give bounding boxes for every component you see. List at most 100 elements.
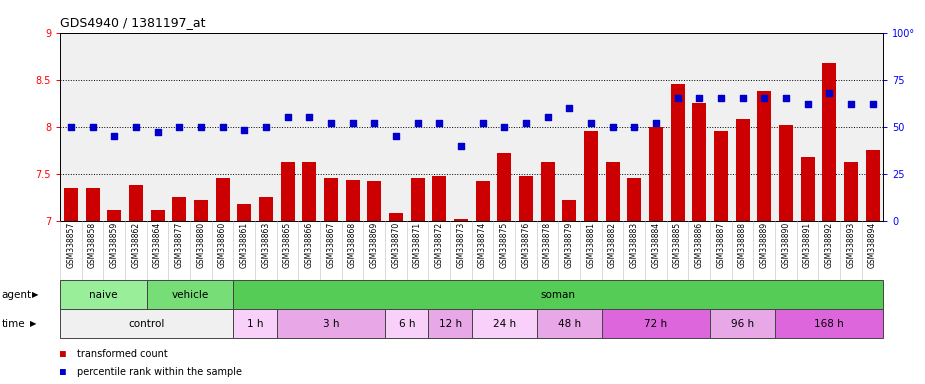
Text: 24 h: 24 h bbox=[493, 318, 516, 329]
Bar bbox=[86, 188, 100, 221]
Bar bbox=[60, 280, 147, 309]
Text: GSM338877: GSM338877 bbox=[175, 222, 184, 268]
Point bbox=[237, 127, 252, 134]
Text: GDS4940 / 1381197_at: GDS4940 / 1381197_at bbox=[60, 16, 205, 29]
Text: vehicle: vehicle bbox=[171, 290, 209, 300]
Point bbox=[670, 95, 684, 101]
Text: naive: naive bbox=[89, 290, 117, 300]
Text: 6 h: 6 h bbox=[399, 318, 415, 329]
Bar bbox=[432, 175, 446, 221]
Bar bbox=[237, 204, 252, 221]
Point bbox=[475, 120, 490, 126]
Bar bbox=[324, 177, 338, 221]
Text: GSM338857: GSM338857 bbox=[67, 222, 76, 268]
Text: GSM338881: GSM338881 bbox=[586, 222, 596, 268]
Point bbox=[64, 124, 79, 130]
Bar bbox=[388, 213, 403, 221]
Point bbox=[432, 120, 447, 126]
Text: 72 h: 72 h bbox=[645, 318, 668, 329]
Text: GSM338884: GSM338884 bbox=[651, 222, 660, 268]
Text: GSM338867: GSM338867 bbox=[327, 222, 336, 268]
Point bbox=[258, 124, 274, 130]
Point bbox=[735, 95, 750, 101]
Point bbox=[302, 114, 316, 121]
Text: GSM338891: GSM338891 bbox=[803, 222, 812, 268]
Point bbox=[584, 120, 598, 126]
Bar bbox=[602, 309, 710, 338]
Point bbox=[497, 124, 512, 130]
Bar bbox=[775, 309, 883, 338]
Point bbox=[821, 90, 836, 96]
Text: GSM338871: GSM338871 bbox=[413, 222, 422, 268]
Text: GSM338886: GSM338886 bbox=[695, 222, 704, 268]
Point bbox=[865, 101, 880, 107]
Bar bbox=[758, 91, 771, 221]
Bar bbox=[779, 125, 793, 221]
Bar bbox=[367, 181, 381, 221]
Bar bbox=[151, 210, 165, 221]
Text: GSM338882: GSM338882 bbox=[608, 222, 617, 268]
Text: GSM338883: GSM338883 bbox=[630, 222, 639, 268]
Text: GSM338879: GSM338879 bbox=[565, 222, 574, 268]
Bar bbox=[280, 162, 295, 221]
Point bbox=[800, 101, 815, 107]
Text: GSM338866: GSM338866 bbox=[304, 222, 314, 268]
Bar bbox=[172, 197, 186, 221]
Bar bbox=[648, 127, 663, 221]
Text: GSM338888: GSM338888 bbox=[738, 222, 747, 268]
Bar bbox=[259, 197, 273, 221]
Text: GSM338859: GSM338859 bbox=[110, 222, 118, 268]
Bar bbox=[735, 119, 749, 221]
Bar bbox=[64, 188, 78, 221]
Text: 168 h: 168 h bbox=[814, 318, 845, 329]
Bar bbox=[194, 200, 208, 221]
Bar bbox=[60, 309, 233, 338]
Bar bbox=[475, 181, 489, 221]
Point bbox=[410, 120, 425, 126]
Bar bbox=[627, 177, 641, 221]
Text: 48 h: 48 h bbox=[558, 318, 581, 329]
Point bbox=[85, 124, 100, 130]
Text: GSM338887: GSM338887 bbox=[716, 222, 725, 268]
Bar bbox=[454, 219, 468, 221]
Text: 12 h: 12 h bbox=[438, 318, 462, 329]
Point bbox=[779, 95, 794, 101]
Bar bbox=[411, 179, 425, 221]
Bar bbox=[519, 175, 533, 221]
Bar bbox=[710, 309, 775, 338]
Text: 3 h: 3 h bbox=[323, 318, 339, 329]
Point bbox=[129, 124, 143, 130]
Bar bbox=[302, 162, 316, 221]
Bar bbox=[216, 179, 229, 221]
Bar bbox=[866, 150, 880, 221]
Point bbox=[605, 124, 620, 130]
Point bbox=[453, 142, 468, 149]
Bar bbox=[346, 180, 360, 221]
Bar bbox=[692, 103, 707, 221]
Bar bbox=[277, 309, 385, 338]
Bar bbox=[800, 157, 815, 221]
Text: GSM338870: GSM338870 bbox=[391, 222, 401, 268]
Text: GSM338861: GSM338861 bbox=[240, 222, 249, 268]
Point bbox=[692, 95, 707, 101]
Point bbox=[388, 133, 403, 139]
Point bbox=[150, 129, 165, 136]
Text: GSM338869: GSM338869 bbox=[370, 222, 378, 268]
Text: GSM338872: GSM338872 bbox=[435, 222, 444, 268]
Bar bbox=[498, 153, 512, 221]
Text: 96 h: 96 h bbox=[731, 318, 754, 329]
Bar bbox=[129, 185, 143, 221]
Bar bbox=[562, 200, 576, 221]
Text: GSM338860: GSM338860 bbox=[218, 222, 228, 268]
Bar bbox=[584, 131, 598, 221]
Bar bbox=[233, 309, 277, 338]
Text: GSM338889: GSM338889 bbox=[759, 222, 769, 268]
Text: percentile rank within the sample: percentile rank within the sample bbox=[77, 367, 241, 377]
Point bbox=[345, 120, 360, 126]
Point bbox=[627, 124, 642, 130]
Text: GSM338863: GSM338863 bbox=[262, 222, 270, 268]
Text: time: time bbox=[2, 318, 26, 329]
Point bbox=[324, 120, 339, 126]
Text: ▶: ▶ bbox=[30, 319, 36, 328]
Text: soman: soman bbox=[541, 290, 576, 300]
